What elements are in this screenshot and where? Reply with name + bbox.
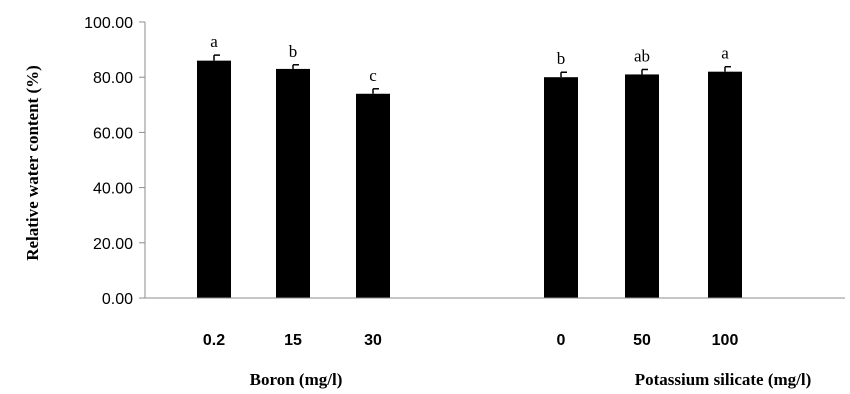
significance-letter: b (289, 42, 298, 61)
bar (625, 74, 659, 298)
significance-letter: ab (634, 46, 650, 65)
y-tick-label: 20.00 (93, 236, 133, 253)
x-tick-label: 0 (557, 332, 566, 349)
y-tick-label: 60.00 (93, 125, 133, 142)
bar (356, 93, 390, 298)
y-axis-title: Relative water content (%) (23, 65, 42, 261)
bar (197, 60, 231, 298)
y-axis: 0.00 20.00 40.00 60.00 80.00 100.00 (84, 15, 146, 308)
y-tick-label: 80.00 (93, 70, 133, 87)
y-tick-label: 0.00 (102, 291, 133, 308)
x-axis: 0.2 15 30 0 50 100 (145, 297, 845, 349)
significance-letter: b (557, 49, 566, 68)
x-tick-label: 0.2 (203, 332, 225, 349)
x-tick-label: 100 (712, 332, 739, 349)
significance-letter: a (721, 44, 729, 63)
bar (708, 71, 742, 299)
group-title-boron: Boron (mg/l) (250, 370, 343, 389)
y-tick-label: 40.00 (93, 181, 133, 198)
group-title-potassium-silicate: Potassium silicate (mg/l) (635, 370, 812, 389)
significance-letter: a (210, 32, 218, 51)
x-tick-label: 30 (364, 332, 382, 349)
significance-letter: c (369, 66, 377, 85)
y-tick-label: 100.00 (84, 15, 133, 32)
x-tick-label: 50 (633, 332, 651, 349)
bar (544, 77, 578, 298)
bar (276, 68, 310, 298)
x-tick-label: 15 (284, 332, 302, 349)
